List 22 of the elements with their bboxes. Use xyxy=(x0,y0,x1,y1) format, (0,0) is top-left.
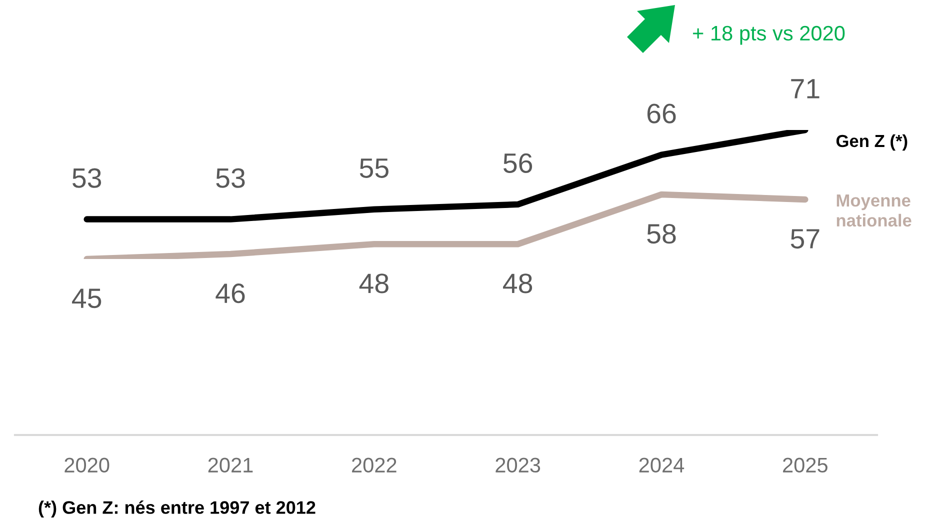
x-tick-label: 2025 xyxy=(783,458,828,473)
series-label: Moyenne nationale xyxy=(836,194,912,227)
text: (*) Gen Z: nés entre 1997 et 2012 xyxy=(38,500,316,518)
data-label: 45 xyxy=(72,288,102,308)
data-label: 56 xyxy=(503,153,532,173)
data-label: 48 xyxy=(503,274,532,294)
x-tick-label: 2023 xyxy=(496,458,540,473)
series-label: Gen Z (*) xyxy=(836,134,908,151)
data-label: 57 xyxy=(790,229,820,249)
x-tick-label: 2021 xyxy=(208,458,253,473)
data-label: 53 xyxy=(216,168,245,188)
x-tick-label: 2022 xyxy=(352,458,396,473)
data-label: 66 xyxy=(647,104,676,124)
text: + 18 pts vs 2020 xyxy=(693,26,845,45)
x-tick-label: 2024 xyxy=(639,458,684,473)
x-tick-label: 2020 xyxy=(64,458,110,473)
data-label: 48 xyxy=(359,274,388,294)
data-label: 71 xyxy=(791,79,820,98)
data-label: 46 xyxy=(216,283,245,304)
data-label: 53 xyxy=(72,168,102,188)
data-label: 55 xyxy=(360,158,388,178)
data-label: 58 xyxy=(647,224,676,244)
